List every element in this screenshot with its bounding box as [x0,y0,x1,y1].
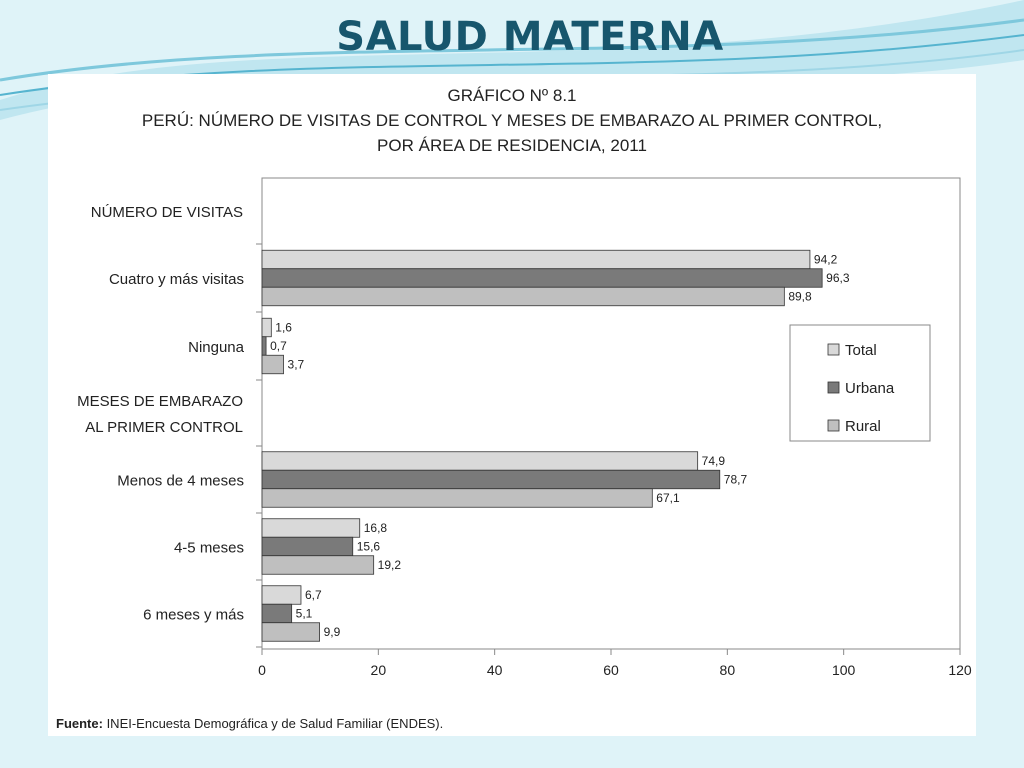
category-label: 6 meses y más [143,607,244,624]
x-tick-label: 80 [720,662,736,678]
data-label: 1,6 [275,321,292,335]
bar-rural [261,555,375,575]
chart-number: GRÁFICO Nº 8.1 [447,86,577,105]
bar-urbana [261,603,293,624]
x-tick-label: 0 [258,662,266,678]
slide-title: SALUD MATERNA [336,14,724,60]
data-label: 74,9 [702,454,726,468]
x-tick-label: 120 [948,662,972,678]
category-label: Cuatro y más visitas [109,271,244,288]
chart-panel: GRÁFICO Nº 8.1 PERÚ: NÚMERO DE VISITAS D… [48,74,976,736]
data-label: 9,9 [324,625,341,639]
data-label: 16,8 [364,521,388,535]
section-label: AL PRIMER CONTROL [85,419,243,436]
bar-total [261,585,302,605]
bar-chart: NÚMERO DE VISITAS Cuatro y más visitas 94,… [77,177,972,678]
data-label: 67,1 [656,491,680,505]
bar-total [261,451,699,471]
bar-urbana [261,336,267,356]
data-label: 94,2 [814,253,838,267]
x-tick-label: 40 [487,662,503,678]
category-label: Menos de 4 meses [117,473,244,490]
data-label: 5,1 [296,607,313,621]
source-text: INEI-Encuesta Demográfica y de Salud Fam… [102,716,444,731]
legend-label-urbana: Urbana [845,380,895,397]
source-note: Fuente: INEI-Encuesta Demográfica y de S… [56,716,443,731]
data-label: 19,2 [378,558,402,572]
bar-total [261,518,361,538]
legend-swatch-rural [827,419,840,432]
bar-urbana [261,469,721,490]
legend-box [789,324,931,442]
category-label: 4-5 meses [174,540,244,557]
data-label: 78,7 [724,473,748,487]
bar-urbana [261,536,354,557]
source-label: Fuente: [56,716,103,731]
legend-label-total: Total [845,342,877,359]
chart-title-line1: PERÚ: NÚMERO DE VISITAS DE CONTROL Y MES… [141,111,883,130]
bar-rural [261,286,785,307]
x-tick-label: 60 [603,662,619,678]
bar-total [261,249,811,270]
category-label: Ninguna [188,339,245,356]
legend-swatch-urbana [827,381,840,394]
data-label: 15,6 [357,540,381,554]
bar-rural [261,488,653,508]
data-label: 96,3 [826,271,850,285]
data-label: 89,8 [788,290,812,304]
legend-label-rural: Rural [845,418,881,435]
section-label: MESES DE EMBARAZO [77,393,243,410]
x-tick-label: 20 [371,662,387,678]
bar-rural [261,354,284,375]
legend-swatch-total [827,343,840,356]
data-label: 0,7 [270,339,287,353]
data-label: 6,7 [305,588,322,602]
x-tick-label: 100 [832,662,856,678]
bar-urbana [261,268,823,288]
bar-total [261,317,272,338]
section-label: NÚMERO DE VISITAS [91,204,243,221]
chart-title-line2: POR ÁREA DE RESIDENCIA, 2011 [377,136,647,155]
data-label: 3,7 [288,358,305,372]
bar-rural [261,622,320,642]
